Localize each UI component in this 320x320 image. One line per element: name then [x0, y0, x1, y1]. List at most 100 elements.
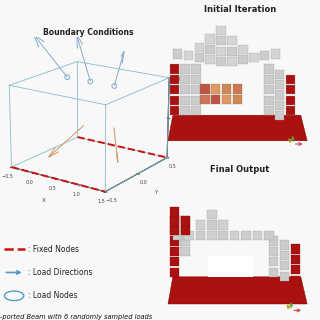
Bar	[170, 226, 179, 235]
Bar	[264, 231, 274, 240]
Bar	[271, 49, 280, 59]
Bar	[180, 96, 190, 105]
Bar	[249, 53, 259, 62]
Bar	[280, 240, 289, 250]
Bar	[233, 84, 242, 93]
Bar	[170, 216, 179, 226]
Bar	[181, 226, 190, 235]
X-axis label: X: X	[42, 198, 46, 203]
Bar	[269, 268, 278, 277]
Bar	[180, 247, 190, 256]
Text: -ported Beam with 6 randomly sampled loads: -ported Beam with 6 randomly sampled loa…	[0, 314, 152, 320]
Bar	[280, 251, 289, 260]
Bar	[170, 236, 179, 246]
Bar	[291, 244, 300, 253]
Bar	[180, 75, 190, 84]
Polygon shape	[168, 277, 307, 304]
Text: Final Output: Final Output	[210, 165, 270, 174]
Bar	[269, 247, 278, 256]
Y-axis label: Y: Y	[154, 190, 157, 196]
Bar	[280, 272, 289, 281]
Bar	[233, 95, 242, 104]
Bar	[264, 85, 274, 94]
Polygon shape	[168, 115, 307, 141]
Bar	[264, 106, 274, 115]
Text: : Load Directions: : Load Directions	[28, 268, 93, 277]
Bar	[180, 216, 190, 225]
Bar	[264, 96, 274, 105]
Bar	[200, 95, 210, 104]
Bar	[200, 84, 210, 93]
Bar	[205, 34, 215, 44]
Bar	[170, 64, 179, 74]
Bar	[196, 231, 205, 240]
Title: Boundary Conditions: Boundary Conditions	[43, 28, 133, 37]
Bar	[260, 51, 269, 60]
Bar	[291, 276, 300, 285]
Text: : Fixed Nodes: : Fixed Nodes	[28, 245, 79, 254]
Bar	[191, 75, 201, 84]
Bar	[207, 210, 217, 219]
Bar	[184, 231, 194, 240]
Bar	[180, 106, 190, 115]
Text: : Load Nodes: : Load Nodes	[28, 291, 78, 300]
Bar	[227, 47, 237, 56]
Bar	[238, 55, 248, 64]
Bar	[195, 53, 204, 62]
Bar	[275, 80, 284, 89]
Bar	[170, 216, 179, 225]
Bar	[216, 57, 226, 66]
Bar	[181, 216, 190, 226]
Bar	[216, 26, 226, 35]
Bar	[170, 207, 179, 216]
Bar	[275, 91, 284, 100]
Bar	[219, 231, 228, 240]
Bar	[207, 220, 217, 230]
Bar	[227, 36, 237, 45]
Bar	[219, 220, 228, 230]
Bar	[207, 231, 217, 240]
Bar	[211, 95, 220, 104]
Bar	[286, 106, 295, 115]
Bar	[170, 85, 179, 94]
Bar	[173, 231, 182, 240]
Bar	[170, 257, 179, 266]
Bar	[170, 96, 179, 105]
Bar	[211, 84, 220, 93]
Bar	[208, 256, 253, 277]
Bar	[173, 49, 182, 59]
Bar	[170, 247, 179, 256]
Bar	[227, 57, 237, 66]
Bar	[184, 51, 193, 60]
Bar	[280, 261, 289, 270]
Bar	[191, 106, 201, 115]
Bar	[170, 75, 179, 84]
Bar	[195, 43, 204, 52]
Bar	[238, 45, 248, 54]
Text: Initial Iteration: Initial Iteration	[204, 5, 276, 14]
Bar	[230, 231, 239, 240]
Bar	[170, 268, 179, 277]
Bar	[216, 36, 226, 45]
Bar	[216, 47, 226, 56]
Bar	[191, 85, 201, 94]
Bar	[191, 96, 201, 105]
Bar	[286, 96, 295, 105]
Bar	[170, 226, 179, 235]
Bar	[264, 75, 274, 84]
Bar	[205, 45, 215, 54]
Bar	[291, 255, 300, 264]
Bar	[253, 231, 262, 240]
Bar	[222, 84, 231, 93]
Bar	[191, 64, 201, 74]
Bar	[286, 85, 295, 94]
Bar	[196, 220, 205, 230]
Bar	[170, 106, 179, 115]
Bar	[275, 111, 284, 120]
Bar	[286, 75, 295, 84]
Bar	[275, 70, 284, 79]
Bar	[264, 64, 274, 74]
Bar	[180, 236, 190, 246]
Bar	[205, 55, 215, 64]
Bar	[222, 95, 231, 104]
